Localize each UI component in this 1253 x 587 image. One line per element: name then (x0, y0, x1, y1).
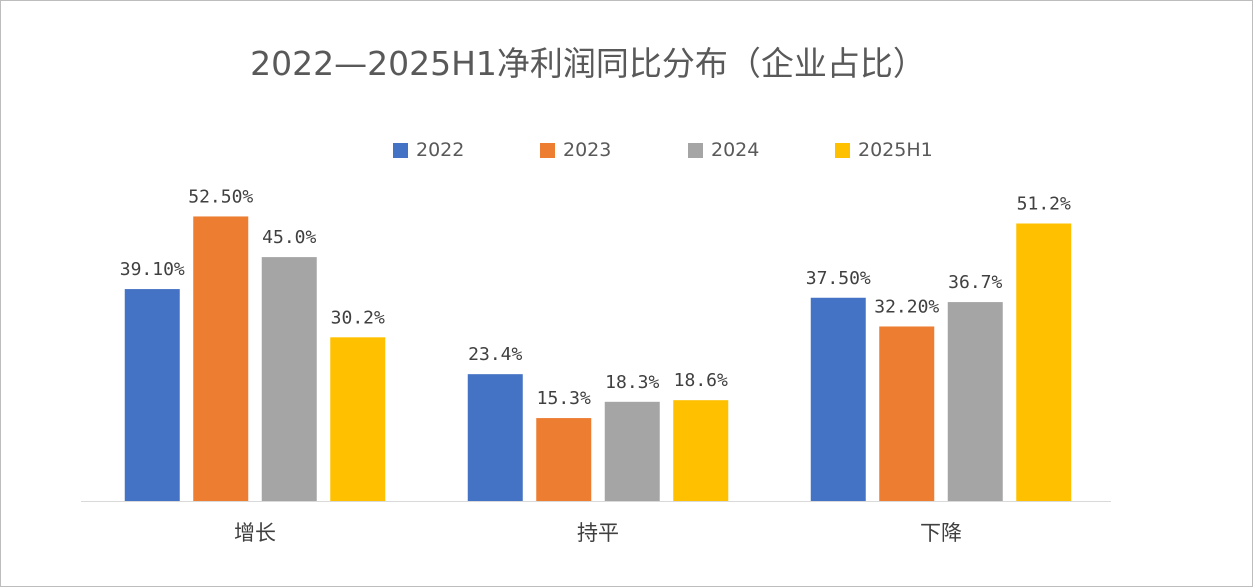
bar (330, 337, 386, 501)
legend-swatch (688, 142, 703, 158)
bar (536, 418, 592, 501)
legend-item-2025h1: 2025H1 (835, 139, 933, 161)
data-label: 23.4% (468, 344, 522, 365)
category-label: 下降 (920, 521, 962, 545)
legend-label: 2023 (563, 139, 612, 161)
legend-label: 2024 (711, 139, 760, 161)
bar (604, 401, 660, 501)
data-label: 39.10% (120, 259, 185, 280)
category-label: 增长 (234, 521, 276, 545)
legend-label: 2022 (416, 139, 465, 161)
bar (1016, 223, 1072, 501)
legend-item-2022: 2022 (393, 139, 464, 161)
legend-item-2023: 2023 (540, 139, 611, 161)
bar (261, 257, 317, 501)
data-label: 37.50% (806, 268, 871, 289)
data-label: 18.6% (674, 370, 728, 391)
data-label: 45.0% (262, 227, 316, 248)
data-label: 15.3% (537, 388, 591, 409)
bar (947, 302, 1003, 501)
legend-swatch (393, 142, 408, 158)
legend-swatch (835, 142, 850, 158)
bar (673, 400, 729, 501)
data-label: 32.20% (874, 296, 939, 317)
bar (810, 297, 866, 501)
legend-item-2024: 2024 (688, 139, 759, 161)
data-label: 18.3% (605, 372, 659, 393)
data-label: 51.2% (1017, 193, 1071, 214)
bar (124, 289, 180, 501)
data-label: 52.50% (188, 186, 253, 207)
bar (879, 326, 935, 501)
data-label: 36.7% (948, 272, 1002, 293)
bar (467, 374, 523, 501)
legend-label: 2025H1 (858, 139, 933, 161)
data-label: 30.2% (331, 307, 385, 328)
bar (193, 216, 249, 501)
category-label: 持平 (577, 521, 619, 545)
legend-swatch (540, 142, 555, 158)
chart-title: 2022—2025H1净利润同比分布（企业占比） (250, 44, 926, 83)
